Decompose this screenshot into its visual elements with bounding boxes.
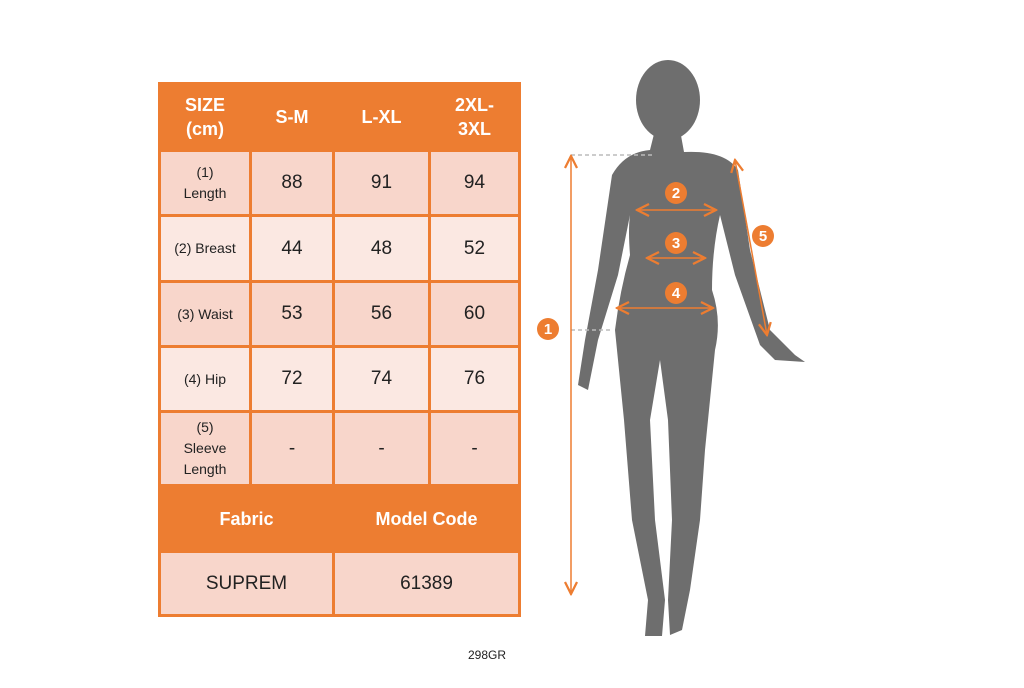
woman-silhouette	[578, 60, 805, 636]
cell: 44	[249, 214, 335, 283]
marker-4-label: 4	[672, 285, 681, 302]
model-code-label: Model Code	[332, 484, 521, 553]
table-row: (4) Hip 72 74 76	[158, 345, 521, 413]
row-label: (5) Sleeve Length	[158, 410, 252, 487]
cell: 72	[249, 345, 335, 413]
cell: 60	[428, 280, 521, 348]
size-chart-table: SIZE (cm) S-M L-XL 2XL-3XL (1) Length 88…	[158, 82, 521, 617]
marker-5-icon	[752, 225, 774, 247]
table-row: (5) Sleeve Length - - -	[158, 410, 521, 487]
cell: -	[332, 410, 431, 487]
cell: 91	[332, 149, 431, 217]
fabric-label: Fabric	[158, 484, 335, 553]
cell: 52	[428, 214, 521, 283]
marker-1-icon	[537, 318, 559, 340]
cell: 48	[332, 214, 431, 283]
row-label: (1) Length	[158, 149, 252, 217]
header-size: SIZE (cm)	[158, 82, 252, 152]
cell: 94	[428, 149, 521, 217]
row-label: (2) Breast	[158, 214, 252, 283]
marker-3-label: 3	[672, 235, 680, 252]
marker-3-icon	[665, 232, 687, 254]
fabric-value: SUPREM	[158, 550, 335, 617]
table-row: (1) Length 88 91 94	[158, 149, 521, 217]
marker-1-label: 1	[544, 321, 552, 338]
cell: 76	[428, 345, 521, 413]
cell: 74	[332, 345, 431, 413]
sleeve-arrow	[735, 160, 767, 335]
marker-2-label: 2	[672, 185, 680, 202]
table-row: (3) Waist 53 56 60	[158, 280, 521, 348]
fabric-row: SUPREM 61389	[158, 550, 521, 617]
cell: -	[249, 410, 335, 487]
cell: -	[428, 410, 521, 487]
marker-5-label: 5	[759, 228, 767, 245]
header-row: SIZE (cm) S-M L-XL 2XL-3XL	[158, 82, 521, 152]
cell: 88	[249, 149, 335, 217]
cell: 53	[249, 280, 335, 348]
header-l-xl: L-XL	[332, 82, 431, 152]
fabric-header-row: Fabric Model Code	[158, 484, 521, 553]
marker-4-icon	[665, 282, 687, 304]
header-2xl-3xl: 2XL-3XL	[428, 82, 521, 152]
marker-2-icon	[665, 182, 687, 204]
product-code: 298GR	[468, 648, 507, 662]
row-label: (3) Waist	[158, 280, 252, 348]
model-code-value: 61389	[332, 550, 521, 617]
row-label: (4) Hip	[158, 345, 252, 413]
header-s-m: S-M	[249, 82, 335, 152]
cell: 56	[332, 280, 431, 348]
table-row: (2) Breast 44 48 52	[158, 214, 521, 283]
